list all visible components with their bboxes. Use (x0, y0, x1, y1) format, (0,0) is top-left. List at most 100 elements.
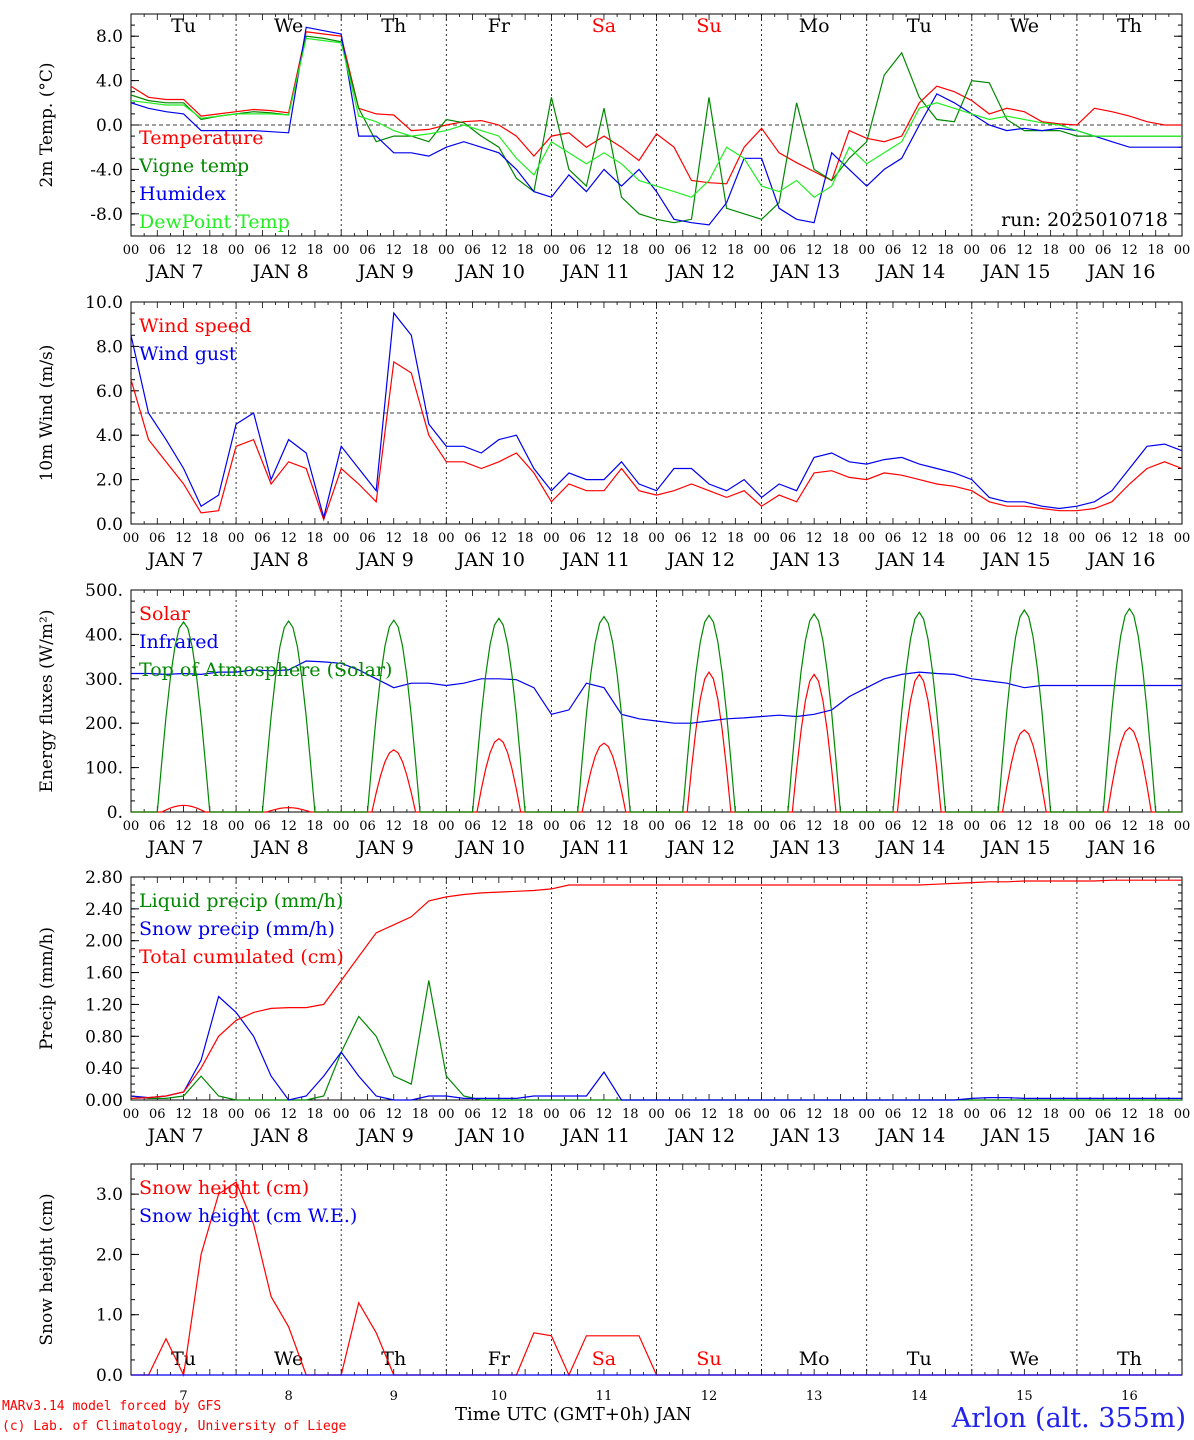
hour-label: 00 (1069, 1107, 1086, 1122)
y-tick-label: 0.0 (96, 515, 123, 535)
date-label: JAN 7 (146, 837, 204, 859)
hour-label: 06 (675, 243, 692, 258)
hour-label: 18 (622, 1107, 639, 1122)
date-label: JAN 11 (560, 549, 630, 571)
hour-label: 00 (1069, 819, 1086, 834)
day-name-label: Mo (799, 1348, 830, 1370)
hour-label: 00 (333, 1107, 350, 1122)
hour-label: 00 (648, 531, 665, 546)
y-axis-title: Energy fluxes (W/m²) (37, 610, 57, 793)
hour-label: 00 (648, 243, 665, 258)
hour-label: 06 (569, 819, 586, 834)
hour-label: 18 (202, 243, 219, 258)
hour-label: 00 (1069, 531, 1086, 546)
hour-label: 12 (175, 819, 192, 834)
hour-label: 06 (780, 1107, 797, 1122)
date-label: JAN 13 (770, 1125, 840, 1147)
hour-label: 06 (359, 531, 376, 546)
hour-label: 12 (806, 1107, 823, 1122)
date-label: JAN 15 (980, 261, 1050, 283)
date-label: JAN 9 (356, 1125, 414, 1147)
day-number-label: 12 (701, 1389, 718, 1404)
hour-label: 18 (937, 243, 954, 258)
hour-label: 06 (359, 1107, 376, 1122)
hour-label: 06 (359, 819, 376, 834)
hour-label: 18 (1147, 819, 1164, 834)
hour-label: 00 (1174, 531, 1191, 546)
hour-label: 00 (438, 1107, 455, 1122)
date-label: JAN 15 (980, 549, 1050, 571)
date-label: JAN 8 (251, 1125, 309, 1147)
hour-label: 06 (1095, 531, 1112, 546)
hour-label: 12 (701, 1107, 718, 1122)
hour-label: 18 (622, 243, 639, 258)
hour-label: 18 (727, 819, 744, 834)
hour-label: 12 (491, 1107, 508, 1122)
hour-label: 12 (1016, 531, 1033, 546)
hour-label: 00 (964, 243, 981, 258)
y-axis-title: Snow height (cm) (37, 1193, 57, 1345)
day-name-label: Tu (171, 15, 196, 37)
hour-label: 06 (464, 243, 481, 258)
hour-label: 18 (412, 243, 429, 258)
hour-label: 00 (1174, 1107, 1191, 1122)
y-tick-label: 0.40 (85, 1059, 123, 1079)
hour-label: 06 (990, 1107, 1007, 1122)
lab-credit: (c) Lab. of Climatology, University of L… (2, 1419, 347, 1434)
hour-label: 12 (1121, 1107, 1138, 1122)
hour-label: 12 (491, 243, 508, 258)
station-label: Arlon (alt. 355m) (951, 1403, 1186, 1434)
legend-label: Humidex (139, 183, 226, 205)
date-label: JAN 8 (251, 261, 309, 283)
day-name-label: Fr (488, 1348, 511, 1370)
y-tick-label: 1.0 (96, 1306, 123, 1326)
date-label: JAN 11 (560, 261, 630, 283)
hour-label: 00 (123, 243, 140, 258)
hour-label: 12 (1016, 243, 1033, 258)
hour-label: 18 (832, 243, 849, 258)
hour-label: 18 (517, 1107, 534, 1122)
day-name-label: Th (1117, 15, 1142, 37)
hour-label: 06 (675, 819, 692, 834)
hour-label: 00 (228, 819, 245, 834)
hour-label: 12 (280, 819, 297, 834)
y-tick-label: 4.0 (96, 72, 123, 92)
hour-label: 18 (517, 243, 534, 258)
date-label: JAN 16 (1085, 1125, 1155, 1147)
hour-label: 00 (438, 243, 455, 258)
day-name-label: Tu (907, 15, 932, 37)
day-name-label: Su (696, 15, 721, 37)
y-tick-label: 2.80 (85, 868, 123, 888)
day-name-label: Th (1117, 1348, 1142, 1370)
hour-label: 06 (359, 243, 376, 258)
hour-label: 06 (885, 531, 902, 546)
legend-label: DewPoint Temp (139, 211, 290, 233)
y-tick-label: -8.0 (90, 205, 123, 225)
date-label: JAN 7 (146, 549, 204, 571)
y-tick-label: 2.00 (85, 932, 123, 952)
day-number-label: 10 (491, 1389, 508, 1404)
hour-label: 06 (464, 819, 481, 834)
series-line-vigne-temp (130, 35, 1182, 224)
day-number-label: 8 (285, 1389, 293, 1404)
hour-label: 06 (885, 819, 902, 834)
hour-label: 12 (911, 819, 928, 834)
hour-label: 18 (832, 531, 849, 546)
hour-label: 06 (464, 1107, 481, 1122)
y-tick-label: 1.60 (85, 964, 123, 984)
hour-label: 12 (385, 531, 402, 546)
date-label: JAN 12 (665, 549, 735, 571)
legend-label: Liquid precip (mm/h) (139, 890, 343, 912)
hour-label: 18 (307, 1107, 324, 1122)
day-number-label: 14 (911, 1389, 928, 1404)
day-name-label: Sa (592, 1348, 616, 1370)
hour-label: 06 (254, 531, 271, 546)
hour-label: 18 (1042, 243, 1059, 258)
day-number-label: 9 (390, 1389, 398, 1404)
hour-label: 12 (1016, 1107, 1033, 1122)
y-tick-label: 0.0 (96, 1366, 123, 1386)
hour-label: 12 (911, 243, 928, 258)
hour-label: 06 (990, 531, 1007, 546)
day-number-label: 7 (179, 1389, 187, 1404)
